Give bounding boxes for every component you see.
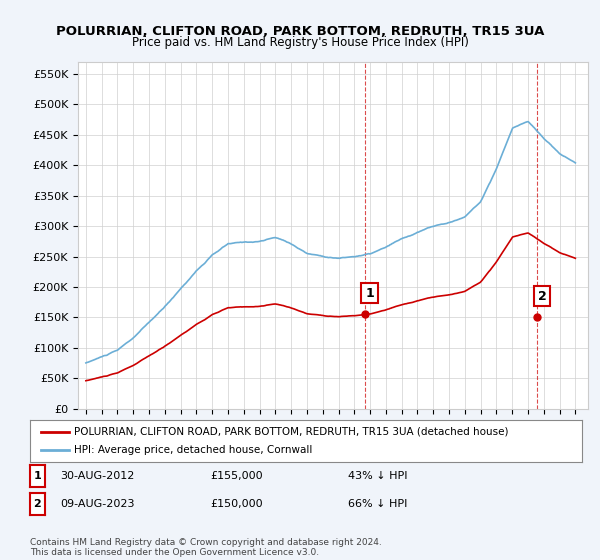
Text: HPI: Average price, detached house, Cornwall: HPI: Average price, detached house, Corn…	[74, 445, 313, 455]
Text: 43% ↓ HPI: 43% ↓ HPI	[348, 471, 407, 481]
Text: 2: 2	[538, 290, 547, 302]
Text: 2: 2	[34, 499, 41, 509]
Text: 09-AUG-2023: 09-AUG-2023	[60, 499, 134, 509]
Text: £150,000: £150,000	[210, 499, 263, 509]
Text: 30-AUG-2012: 30-AUG-2012	[60, 471, 134, 481]
Text: Contains HM Land Registry data © Crown copyright and database right 2024.
This d: Contains HM Land Registry data © Crown c…	[30, 538, 382, 557]
Text: 1: 1	[365, 287, 374, 300]
Text: Price paid vs. HM Land Registry's House Price Index (HPI): Price paid vs. HM Land Registry's House …	[131, 36, 469, 49]
Text: POLURRIAN, CLIFTON ROAD, PARK BOTTOM, REDRUTH, TR15 3UA: POLURRIAN, CLIFTON ROAD, PARK BOTTOM, RE…	[56, 25, 544, 38]
Text: 1: 1	[34, 471, 41, 481]
Text: £155,000: £155,000	[210, 471, 263, 481]
Text: 66% ↓ HPI: 66% ↓ HPI	[348, 499, 407, 509]
Text: POLURRIAN, CLIFTON ROAD, PARK BOTTOM, REDRUTH, TR15 3UA (detached house): POLURRIAN, CLIFTON ROAD, PARK BOTTOM, RE…	[74, 427, 509, 437]
